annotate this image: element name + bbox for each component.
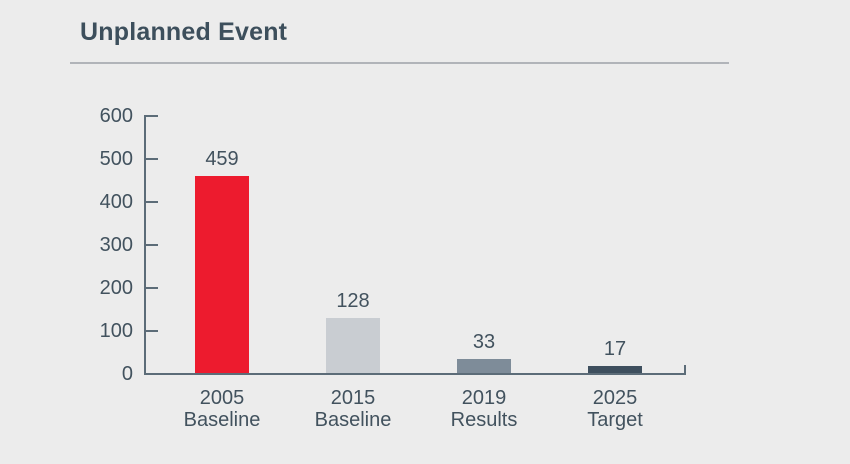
y-axis-tick <box>146 201 158 203</box>
bar-value-label: 33 <box>472 330 496 353</box>
y-axis-tick-label: 400 <box>99 191 133 213</box>
bar-value-label: 459 <box>205 147 239 170</box>
y-axis-tick <box>146 330 158 332</box>
bar-category-label: 2005 Baseline <box>183 387 261 431</box>
title-divider <box>70 62 729 64</box>
y-axis-tick-label: 100 <box>99 320 133 342</box>
bar-category-label: 2019 Results <box>450 387 518 431</box>
bar-2019-results <box>457 358 511 373</box>
bar-2005-baseline <box>195 175 249 373</box>
y-axis-tick-label: 500 <box>99 148 133 170</box>
bar-value-label: 17 <box>603 337 627 360</box>
y-axis-line <box>144 115 146 375</box>
x-axis-end-tick <box>684 365 686 375</box>
y-axis-tick-label: 600 <box>99 105 133 127</box>
y-axis-tick <box>146 373 158 375</box>
y-axis-tick <box>146 244 158 246</box>
y-axis-tick-label: 200 <box>99 277 133 299</box>
x-axis-line <box>144 373 686 375</box>
bar-value-label: 128 <box>336 289 370 312</box>
y-axis-tick <box>146 287 158 289</box>
bar-2025-target <box>588 365 642 373</box>
bar-category-label: 2015 Baseline <box>314 387 392 431</box>
y-axis-tick-label: 0 <box>121 363 133 385</box>
page-title: Unplanned Event <box>80 18 288 46</box>
bar-2015-baseline <box>326 317 380 373</box>
y-axis-tick-label: 300 <box>99 234 133 256</box>
bar-category-label: 2025 Target <box>587 387 643 431</box>
y-axis-tick <box>146 158 158 160</box>
y-axis-tick <box>146 115 158 117</box>
